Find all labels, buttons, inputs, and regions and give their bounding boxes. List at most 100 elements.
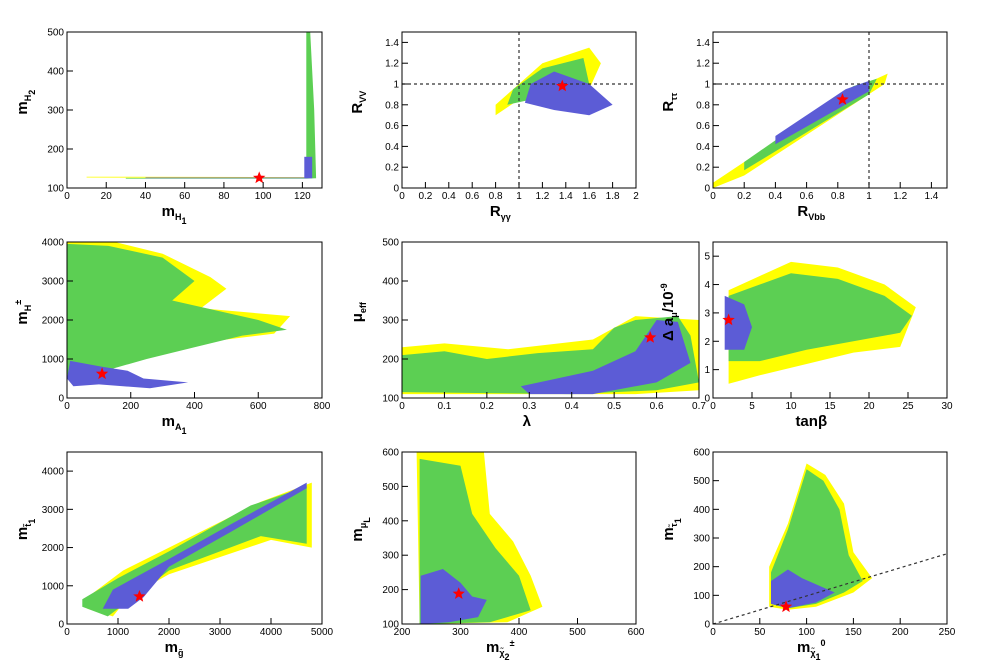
x-tick-label: 0 <box>64 627 70 638</box>
y-tick-label: 500 <box>47 28 64 39</box>
y-tick-label: 400 <box>382 516 399 527</box>
x-tick-label: 200 <box>892 627 909 638</box>
x-tick-label: 2000 <box>158 627 181 638</box>
axis-label-main: Δ a <box>660 317 677 341</box>
x-tick-label: 1.4 <box>559 191 573 202</box>
y-tick-label: 300 <box>382 316 399 327</box>
axis-label-sub: μ <box>669 312 679 318</box>
axis-label-sub: H <box>23 95 33 102</box>
y-tick-label: 0 <box>704 394 710 405</box>
axis-label-main: R <box>349 103 366 114</box>
axis-label-main: R <box>490 203 501 220</box>
y-tick-label: 0 <box>58 620 64 631</box>
scatter-region-blue <box>102 482 307 609</box>
x-tick-label: 0.4 <box>565 401 579 412</box>
panel-5: 0 0.1 0.2 0.3 0.4 0.5 0.6 0.7100200300400500λμe… <box>349 238 706 431</box>
y-tick-label: 0.2 <box>385 163 399 174</box>
y-tick-label: 0 <box>704 620 710 631</box>
scatter-regions <box>67 242 291 389</box>
x-axis-label: Rγγ <box>490 203 511 222</box>
scatter-regions <box>82 482 312 617</box>
y-tick-label: 2000 <box>42 543 65 554</box>
y-axis-label: mH± <box>13 300 33 325</box>
axis-label-subsub: 1 <box>27 519 37 524</box>
x-tick-label: 60 <box>179 191 191 202</box>
x-tick-label: 0.7 <box>692 401 706 412</box>
axis-label-sub: t̃ <box>22 523 33 528</box>
x-tick-label: 1.2 <box>535 191 549 202</box>
scatter-regions <box>402 316 699 395</box>
scatter-regions <box>86 32 317 179</box>
y-tick-label: 500 <box>382 482 399 493</box>
scatter-region-blue <box>420 569 487 624</box>
axis-label-subsub: 2 <box>505 652 510 662</box>
x-tick-label: 0.3 <box>522 401 536 412</box>
y-tick-label: 0.4 <box>696 142 710 153</box>
scatter-region-blue <box>524 71 613 116</box>
axis-label-sub: Vbb <box>808 212 826 222</box>
x-tick-label: 0 <box>710 401 716 412</box>
x-tick-label: 100 <box>255 191 272 202</box>
y-tick-label: 1.2 <box>385 59 399 70</box>
x-tick-label: 0.2 <box>480 401 494 412</box>
y-axis-label: mt̃1 <box>14 519 37 540</box>
benchmark-star-marker <box>779 600 793 613</box>
axis-label-subsub: 2 <box>27 90 37 95</box>
y-tick-label: 0.2 <box>696 163 710 174</box>
y-tick-label: 0 <box>58 394 64 405</box>
x-tick-label: 30 <box>941 401 953 412</box>
scatter-regions <box>724 261 916 384</box>
benchmark-star-marker <box>95 367 109 380</box>
x-tick-label: 0.4 <box>768 191 782 202</box>
x-tick-label: 0 <box>399 401 405 412</box>
axis-label-subsub: L <box>362 517 372 523</box>
y-axis-label: mH2 <box>14 90 37 115</box>
axis-label-sub: μ <box>358 523 368 529</box>
x-tick-label: 25 <box>902 401 914 412</box>
x-tick-label: 300 <box>452 627 469 638</box>
axis-label-tail: /10 <box>660 291 677 312</box>
y-tick-label: 200 <box>693 562 710 573</box>
axis-label-sup: ± <box>13 300 23 305</box>
axis-label-subsub: 1 <box>182 426 187 436</box>
axis-label-sub: H <box>23 305 33 312</box>
axis-label-main: R <box>660 101 677 112</box>
x-tick-label: 600 <box>628 627 645 638</box>
axis-label-main: tanβ <box>795 413 827 430</box>
y-tick-label: 0.6 <box>696 121 710 132</box>
y-tick-label: 0 <box>393 184 399 195</box>
y-tick-label: 4000 <box>42 467 65 478</box>
x-axis-label: mA1 <box>162 413 187 436</box>
axis-label-sub: τ̃ <box>668 523 679 528</box>
scatter-region-blue <box>771 569 835 609</box>
y-tick-label: 3000 <box>42 505 65 516</box>
x-tick-label: 0.1 <box>437 401 451 412</box>
y-axis-label: Rττ <box>660 93 679 112</box>
axis-label-sub: A <box>175 422 182 432</box>
x-tick-label: 1.6 <box>582 191 596 202</box>
y-tick-label: 300 <box>47 106 64 117</box>
diagonal-reference-line <box>713 553 947 624</box>
x-tick-label: 20 <box>101 191 113 202</box>
axis-label-main: m <box>349 528 366 541</box>
x-tick-label: 600 <box>250 401 267 412</box>
axis-label-sub: eff <box>358 301 368 313</box>
x-axis-label: tanβ <box>795 413 827 430</box>
y-axis-label: mμL <box>349 517 372 542</box>
y-tick-label: 0.8 <box>385 100 399 111</box>
y-axis-label: mτ̃1 <box>660 518 683 540</box>
axis-label-sub: H <box>175 212 182 222</box>
axis-label-main: R <box>797 203 808 220</box>
axis-label-main: λ <box>523 413 532 430</box>
x-tick-label: 3000 <box>209 627 232 638</box>
y-tick-label: 2 <box>704 337 710 348</box>
panel-2: 0 0.2 0.4 0.6 0.8 1 1.2 1.4 1.6 1.8 2 0 0.2 0.4 0.6 0.8… <box>349 31 639 222</box>
x-tick-label: 0.6 <box>800 191 814 202</box>
y-tick-label: 1 <box>704 80 710 91</box>
y-tick-label: 100 <box>382 620 399 631</box>
y-tick-label: 300 <box>382 551 399 562</box>
x-tick-label: 400 <box>186 401 203 412</box>
x-axis-label: mg̃ <box>165 639 184 658</box>
x-tick-label: 0.6 <box>465 191 479 202</box>
